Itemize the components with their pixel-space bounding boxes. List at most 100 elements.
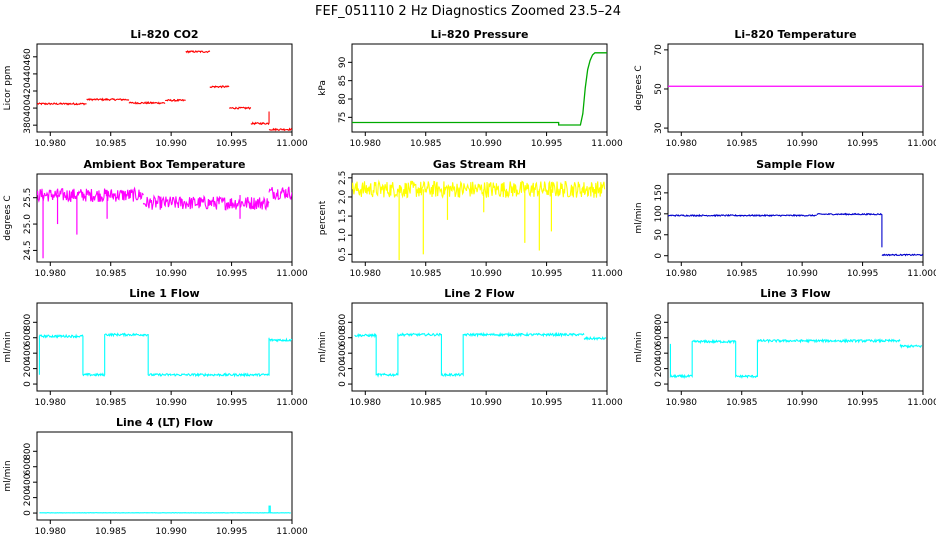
x-tick-label: 10.980 bbox=[666, 269, 698, 279]
series-line bbox=[899, 343, 923, 349]
x-tick-label: 11.000 bbox=[276, 527, 308, 537]
x-tick-label: 10.990 bbox=[155, 139, 187, 149]
x-tick-label: 11.000 bbox=[591, 269, 623, 279]
plot-frame bbox=[351, 43, 608, 133]
x-tick-label: 11.000 bbox=[907, 269, 936, 279]
panel-title: Ambient Box Temperature bbox=[84, 158, 246, 171]
chart-panel-3: Li–820 Temperature 10.980 10.985 10.990 10.9… bbox=[634, 28, 936, 149]
figure-title: FEF_051110 2 Hz Diagnostics Zoomed 23.5–… bbox=[315, 4, 621, 19]
x-tick-label: 11.000 bbox=[907, 398, 936, 408]
chart-panel-6: Sample Flow 10.980 10.985 10.990 10.995 11.00… bbox=[634, 158, 936, 279]
y-axis-label: Licor ppm bbox=[3, 66, 13, 111]
y-tick-label: 100 bbox=[654, 205, 664, 222]
x-tick-label: 10.990 bbox=[155, 527, 187, 537]
y-axis-label: ml/min bbox=[3, 331, 13, 362]
x-tick-label: 10.990 bbox=[155, 269, 187, 279]
series-line bbox=[142, 194, 270, 211]
series-line bbox=[37, 102, 87, 106]
y-tick-label: 2.5 bbox=[338, 171, 348, 185]
y-tick-label: 0 bbox=[23, 381, 33, 387]
y-tick-label: 800 bbox=[23, 442, 33, 459]
x-tick-label: 10.985 bbox=[726, 269, 758, 279]
chart-panel-1: Li–820 CO2 10.980 10.985 10.990 10.995 11.000… bbox=[3, 28, 308, 149]
y-tick-label: 440 bbox=[23, 65, 33, 82]
plot-frame bbox=[36, 302, 293, 392]
y-tick-label: 200 bbox=[23, 489, 33, 506]
x-tick-label: 10.985 bbox=[726, 398, 758, 408]
series-line bbox=[668, 213, 817, 218]
series-group bbox=[669, 337, 923, 380]
y-tick-label: 400 bbox=[23, 99, 33, 116]
y-tick-label: 380 bbox=[23, 116, 33, 133]
y-tick-label: 200 bbox=[338, 360, 348, 377]
chart-panel-10: Line 4 (LT) Flow 10.980 10.985 10.990 10.995… bbox=[3, 416, 308, 537]
plot-frame bbox=[351, 173, 608, 263]
x-tick-label: 10.980 bbox=[35, 527, 67, 537]
series-line bbox=[816, 212, 883, 216]
series-line bbox=[38, 332, 270, 378]
chart-panel-2: Li–820 Pressure 10.980 10.985 10.990 10.995 1… bbox=[318, 28, 623, 149]
series-group bbox=[352, 52, 607, 126]
y-tick-label: 150 bbox=[654, 184, 664, 201]
y-tick-label: 0 bbox=[654, 253, 664, 259]
x-tick-label: 10.990 bbox=[470, 269, 502, 279]
series-line bbox=[268, 127, 292, 132]
y-tick-label: 30 bbox=[654, 122, 664, 134]
panel-title: Sample Flow bbox=[756, 158, 835, 171]
y-tick-label: 600 bbox=[654, 329, 664, 346]
chart-panel-4: Ambient Box Temperature 10.980 10.985 10.99… bbox=[3, 158, 308, 279]
x-tick-label: 11.000 bbox=[276, 398, 308, 408]
chart-panel-9: Line 3 Flow 10.980 10.985 10.990 10.995 11.00… bbox=[634, 287, 936, 408]
x-tick-label: 10.990 bbox=[786, 269, 818, 279]
y-tick-label: 800 bbox=[338, 313, 348, 330]
series-line bbox=[39, 505, 291, 514]
series-line bbox=[352, 179, 606, 199]
panel-title: Line 4 (LT) Flow bbox=[116, 416, 213, 429]
panel-title: Line 1 Flow bbox=[129, 287, 199, 300]
x-tick-label: 10.985 bbox=[95, 398, 127, 408]
chart-panel-8: Line 2 Flow 10.980 10.985 10.990 10.995 11.00… bbox=[318, 287, 623, 408]
y-axis-label: ml/min bbox=[3, 460, 13, 491]
y-axis-label: degrees C bbox=[634, 65, 644, 110]
x-tick-label: 10.985 bbox=[410, 269, 442, 279]
series-line bbox=[229, 106, 252, 110]
series-line bbox=[209, 85, 230, 89]
series-line bbox=[268, 186, 292, 201]
y-tick-label: 200 bbox=[654, 360, 664, 377]
panel-title: Gas Stream RH bbox=[433, 158, 526, 171]
y-tick-label: 0 bbox=[338, 381, 348, 387]
y-axis-label: ml/min bbox=[318, 331, 328, 362]
x-tick-label: 10.995 bbox=[216, 139, 248, 149]
plot-frame bbox=[36, 43, 293, 133]
x-tick-label: 10.985 bbox=[95, 269, 127, 279]
y-tick-label: 85 bbox=[338, 75, 348, 86]
x-tick-label: 10.990 bbox=[470, 139, 502, 149]
series-group bbox=[38, 332, 292, 378]
y-tick-label: 600 bbox=[23, 329, 33, 346]
x-tick-label: 10.990 bbox=[155, 398, 187, 408]
x-tick-label: 10.995 bbox=[847, 269, 879, 279]
y-tick-label: 200 bbox=[23, 360, 33, 377]
y-axis-label: ml/min bbox=[634, 331, 644, 362]
y-tick-label: 600 bbox=[338, 329, 348, 346]
panel-title: Li–820 CO2 bbox=[130, 28, 198, 41]
y-tick-label: 50 bbox=[654, 83, 664, 95]
x-tick-label: 11.000 bbox=[591, 398, 623, 408]
y-tick-label: 400 bbox=[654, 344, 664, 361]
plot-frame bbox=[351, 302, 608, 392]
x-tick-label: 10.995 bbox=[216, 527, 248, 537]
series-line bbox=[881, 253, 923, 257]
series-line bbox=[268, 337, 292, 343]
series-line bbox=[354, 331, 585, 378]
y-tick-label: 70 bbox=[654, 44, 664, 56]
series-group bbox=[37, 50, 292, 132]
y-axis-label: degrees C bbox=[3, 195, 13, 240]
x-tick-label: 11.000 bbox=[907, 139, 936, 149]
y-tick-label: 600 bbox=[23, 458, 33, 475]
x-tick-label: 10.980 bbox=[35, 139, 67, 149]
x-tick-label: 10.990 bbox=[786, 398, 818, 408]
y-tick-label: 24.5 bbox=[23, 240, 33, 260]
x-tick-label: 10.995 bbox=[531, 398, 563, 408]
panel-title: Li–820 Temperature bbox=[734, 28, 856, 41]
